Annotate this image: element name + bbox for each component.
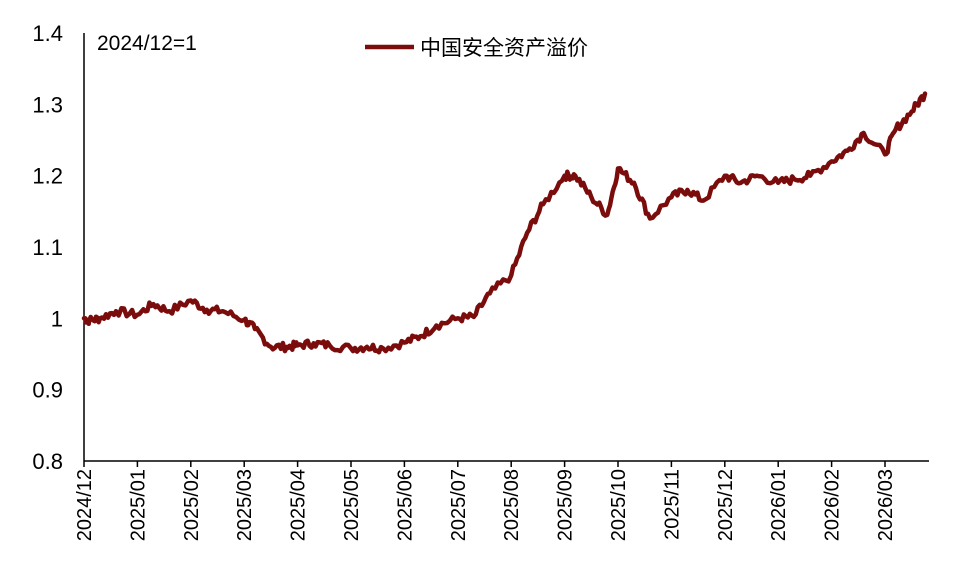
y-tick-label: 0.9 — [32, 378, 63, 403]
x-tick-label: 2025/09 — [555, 469, 577, 541]
y-tick-labels: 0.8 0.9 1 1.1 1.2 1.3 1.4 — [32, 21, 63, 474]
y-tick-label: 1.3 — [32, 92, 63, 117]
x-tick-marks — [83, 461, 886, 467]
x-tick-label: 2026/03 — [875, 469, 897, 541]
y-tick-label: 1.1 — [32, 235, 63, 260]
legend-label: 中国安全资产溢价 — [420, 36, 588, 60]
y-tick-label: 0.8 — [32, 449, 63, 474]
x-tick-label: 2025/08 — [501, 469, 523, 541]
annotation-label: 2024/12=1 — [97, 32, 197, 55]
x-tick-label: 2025/10 — [608, 469, 630, 541]
x-tick-label: 2025/05 — [341, 469, 363, 541]
x-tick-label: 2026/02 — [822, 469, 844, 541]
x-tick-label: 2025/04 — [288, 469, 310, 541]
x-tick-label: 2025/12 — [715, 469, 737, 541]
legend: 中国安全资产溢价 — [365, 36, 588, 60]
series-line — [81, 91, 928, 355]
y-tick-label: 1 — [51, 306, 63, 331]
x-tick-labels: 2024/12 2025/01 2025/02 2025/03 2025/04 2025/… — [74, 469, 897, 541]
y-tick-label: 1.4 — [32, 21, 63, 46]
x-tick-label: 2025/01 — [127, 469, 149, 541]
y-tick-label: 1.2 — [32, 164, 63, 189]
x-tick-label: 2025/06 — [394, 469, 416, 541]
x-tick-label: 2025/02 — [181, 469, 203, 541]
x-tick-label: 2025/03 — [234, 469, 256, 541]
x-tick-label: 2025/11 — [661, 469, 683, 540]
x-tick-label: 2024/12 — [74, 469, 96, 541]
x-tick-label: 2025/07 — [448, 469, 470, 541]
x-tick-label: 2026/01 — [768, 469, 790, 541]
plot-area — [83, 33, 929, 462]
